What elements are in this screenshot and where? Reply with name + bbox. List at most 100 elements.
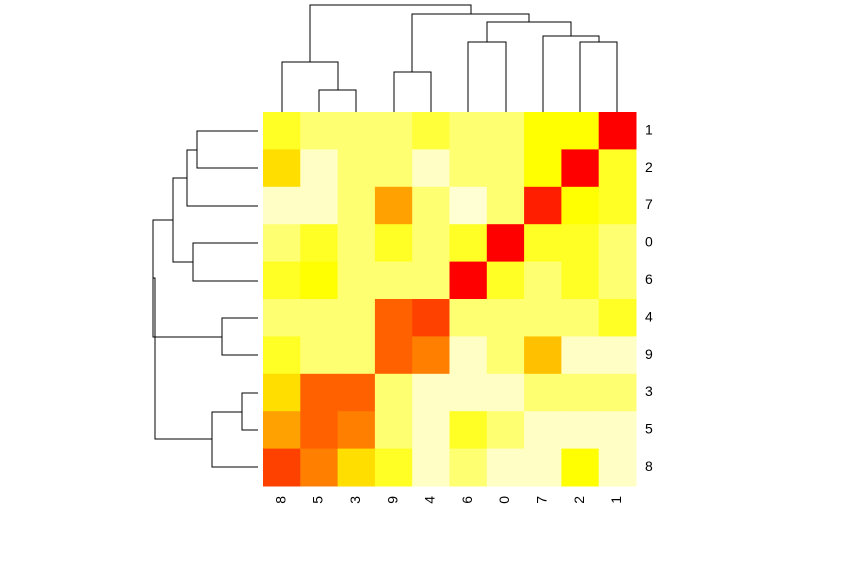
heatmap-cell: [412, 336, 450, 375]
heatmap-cell: [598, 373, 637, 412]
column-label: 4: [422, 496, 438, 504]
heatmap-cell: [449, 336, 488, 375]
column-label: 2: [571, 496, 587, 504]
heatmap-cell: [524, 336, 562, 375]
heatmap-cell: [412, 373, 450, 412]
heatmap-cell: [263, 261, 301, 300]
heatmap-cell: [337, 411, 376, 450]
heatmap-cell: [300, 261, 339, 300]
heatmap-cell: [300, 336, 339, 375]
heatmap-cell: [300, 373, 339, 412]
heatmap-cell: [486, 112, 525, 150]
row-label: 5: [645, 421, 653, 437]
dendrogram-branch: [281, 4, 618, 112]
heatmap-cell: [337, 112, 376, 150]
heatmap-cell: [598, 186, 637, 225]
heatmap-cell: [561, 373, 600, 412]
heatmap-cell: [263, 373, 301, 412]
heatmap-cell: [412, 224, 450, 263]
column-label: 3: [347, 496, 363, 504]
row-label: 6: [645, 271, 653, 287]
heatmap-cell: [449, 186, 488, 225]
heatmap-cell: [412, 411, 450, 450]
heatmap-cell: [412, 261, 450, 300]
row-label: 1: [645, 121, 653, 137]
row-label: 4: [645, 308, 653, 324]
heatmap-cell: [598, 336, 637, 375]
dendrogram-branch: [152, 130, 258, 468]
heatmap-cell: [524, 373, 562, 412]
heatmap-cell: [598, 149, 637, 188]
row-dendrogram: [152, 130, 258, 468]
heatmap-cell: [524, 299, 562, 337]
heatmap-cell: [263, 448, 301, 487]
heatmap-cell: [524, 112, 562, 150]
heatmap-cell: [449, 373, 488, 412]
heatmap-cell: [374, 336, 413, 375]
heatmap-cell: [374, 112, 413, 150]
heatmap-cell: [598, 448, 637, 487]
heatmap-cell: [524, 261, 562, 300]
heatmap-cell: [486, 299, 525, 337]
heatmap-cell: [561, 149, 600, 188]
heatmap-cell: [561, 299, 600, 337]
column-label: 9: [384, 496, 400, 504]
heatmap-cell: [300, 186, 339, 225]
heatmap-cell: [300, 149, 339, 188]
heatmap-cell: [524, 186, 562, 225]
heatmap-cell: [524, 448, 562, 487]
heatmap-cell: [561, 186, 600, 225]
heatmap-cell: [337, 373, 376, 412]
column-label: 1: [608, 496, 624, 504]
heatmap-cell: [263, 224, 301, 263]
heatmap-cell: [337, 336, 376, 375]
heatmap-cell: [374, 224, 413, 263]
heatmap-cell: [486, 149, 525, 188]
heatmap-cell: [300, 112, 339, 150]
heatmap-cell: [300, 448, 339, 487]
heatmap-cell: [486, 411, 525, 450]
heatmap-cell: [374, 299, 413, 337]
heatmap-cell: [412, 299, 450, 337]
heatmap-cell: [337, 299, 376, 337]
column-dendrogram: [281, 4, 618, 112]
heatmap-cell: [263, 186, 301, 225]
heatmap-cell: [374, 261, 413, 300]
heatmap-cell: [449, 411, 488, 450]
heatmap-cell: [263, 299, 301, 337]
row-label: 0: [645, 234, 653, 250]
heatmap-cell: [449, 149, 488, 188]
heatmap-cell: [337, 224, 376, 263]
heatmap-cell: [263, 411, 301, 450]
heatmap-cell: [374, 411, 413, 450]
heatmap-cell: [598, 299, 637, 337]
heatmap-cell: [486, 186, 525, 225]
heatmap-cell: [300, 224, 339, 263]
heatmap-cell: [486, 373, 525, 412]
heatmap-cell: [449, 224, 488, 263]
heatmap-cell: [561, 224, 600, 263]
row-label: 7: [645, 196, 653, 212]
heatmap-cell: [374, 149, 413, 188]
heatmap-cell: [449, 299, 488, 337]
heatmap-cell: [598, 411, 637, 450]
heatmap-cell: [337, 261, 376, 300]
heatmap-cell: [337, 448, 376, 487]
heatmap-cell: [449, 448, 488, 487]
heatmap-cell: [374, 373, 413, 412]
column-label: 7: [533, 496, 549, 504]
heatmap-cell: [561, 336, 600, 375]
heatmap-cell: [449, 112, 488, 150]
heatmap-cell: [337, 149, 376, 188]
heatmap-cell: [598, 224, 637, 263]
heatmap-cell: [524, 224, 562, 263]
heatmap-cell: [412, 149, 450, 188]
heatmap-cell: [598, 261, 637, 300]
row-label: 9: [645, 346, 653, 362]
heatmap-cell: [412, 112, 450, 150]
heatmap-cell: [263, 112, 301, 150]
heatmap-cell: [412, 186, 450, 225]
heatmap-cell: [300, 411, 339, 450]
heatmap-cells: [263, 112, 637, 487]
